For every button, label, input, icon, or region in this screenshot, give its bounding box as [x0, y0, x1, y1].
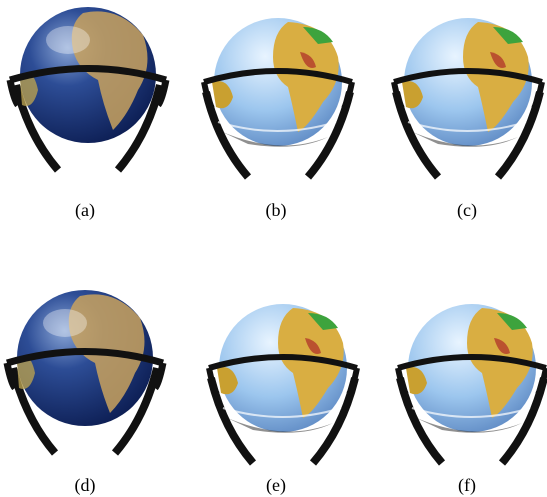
- figure: (a) (b) (c) (d) (e) (f): [0, 0, 547, 497]
- page: (a) (b) (c) (d) (e) (f) (() => { const d…: [0, 0, 547, 497]
- globe-image: [398, 304, 546, 463]
- caption: (c): [457, 200, 477, 221]
- caption: (a): [75, 200, 95, 221]
- caption: (e): [266, 475, 286, 496]
- caption: (b): [266, 200, 287, 221]
- globe-image: [10, 7, 166, 170]
- globe-image: [204, 18, 352, 177]
- globe-image: [209, 304, 357, 463]
- caption: (f): [458, 475, 476, 496]
- globe-image: [7, 290, 163, 453]
- globe-image: [394, 18, 542, 177]
- caption: (d): [75, 475, 96, 496]
